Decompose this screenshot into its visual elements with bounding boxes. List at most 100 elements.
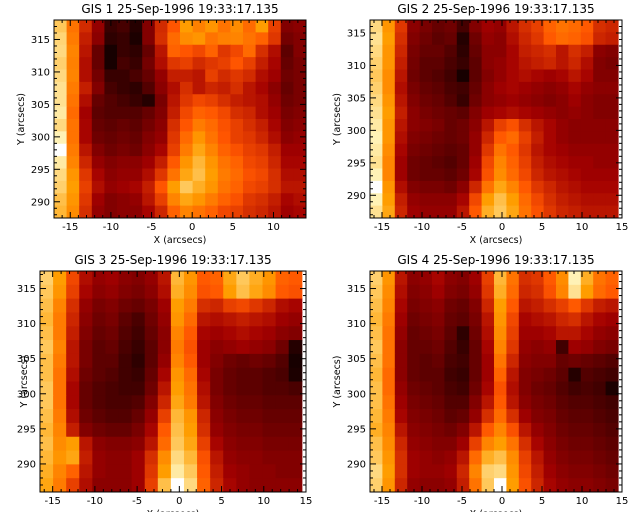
heatmap-cell bbox=[53, 381, 67, 396]
heatmap-cell bbox=[370, 298, 383, 314]
heatmap-cell bbox=[157, 381, 172, 396]
heatmap-cell bbox=[456, 143, 470, 157]
heatmap-cell bbox=[556, 395, 569, 410]
heatmap-cell bbox=[288, 395, 303, 410]
heatmap-cell bbox=[382, 205, 396, 218]
heatmap-cell bbox=[66, 395, 80, 410]
heatmap-cell bbox=[79, 326, 93, 341]
heatmap-cell bbox=[66, 271, 80, 286]
heatmap-cell bbox=[54, 193, 68, 207]
heatmap-cell bbox=[444, 119, 458, 132]
heatmap-cell bbox=[481, 32, 495, 46]
heatmap-cell bbox=[40, 409, 54, 424]
heatmap-cell bbox=[183, 312, 198, 327]
heatmap-cell bbox=[275, 284, 290, 300]
heatmap-cell bbox=[183, 409, 198, 424]
heatmap-cell bbox=[180, 193, 194, 207]
heatmap-cell bbox=[605, 271, 619, 286]
heatmap-cell bbox=[506, 20, 520, 33]
heatmap-cell bbox=[506, 298, 520, 314]
heatmap-cell bbox=[456, 44, 470, 58]
heatmap-cell bbox=[556, 312, 569, 327]
heatmap-cell bbox=[54, 143, 68, 157]
heatmap-cell bbox=[456, 271, 470, 286]
heatmap-cell bbox=[255, 106, 269, 120]
heatmap-cell bbox=[469, 340, 483, 355]
heatmap-cell bbox=[79, 57, 93, 71]
heatmap-cell bbox=[518, 478, 532, 492]
heatmap-cell bbox=[494, 464, 507, 479]
heatmap-cell bbox=[180, 119, 194, 132]
heatmap-cell bbox=[79, 464, 93, 479]
heatmap-cell bbox=[444, 409, 458, 424]
heatmap-cell bbox=[210, 381, 224, 396]
heatmap-cell bbox=[79, 450, 93, 465]
heatmap-cell bbox=[531, 450, 545, 465]
x-tick-label: 10 bbox=[257, 496, 270, 507]
heatmap-cell bbox=[91, 131, 105, 145]
heatmap-cell bbox=[249, 395, 264, 410]
heatmap-cell bbox=[531, 271, 545, 286]
heatmap-cell bbox=[494, 44, 507, 58]
heatmap-cell bbox=[92, 284, 107, 300]
heatmap-cell bbox=[494, 326, 507, 341]
heatmap-cell bbox=[142, 32, 156, 46]
heatmap-cell bbox=[53, 478, 67, 492]
heatmap-cell bbox=[154, 57, 168, 71]
x-axis-label: X (arcsecs) bbox=[470, 509, 523, 512]
heatmap-cell bbox=[605, 32, 619, 46]
heatmap-cell bbox=[142, 205, 156, 218]
heatmap-cell bbox=[40, 326, 54, 341]
heatmap-cell bbox=[432, 94, 445, 108]
heatmap-cell bbox=[580, 367, 594, 383]
heatmap-cell bbox=[394, 131, 408, 145]
heatmap-cell bbox=[518, 381, 532, 396]
heatmap-cell bbox=[118, 312, 133, 327]
y-axis-label: Y (arcsecs) bbox=[332, 356, 343, 409]
heatmap-cell bbox=[183, 450, 198, 465]
heatmap-cell bbox=[580, 436, 594, 452]
heatmap-cell bbox=[205, 94, 219, 108]
heatmap-cell bbox=[481, 326, 495, 341]
heatmap-cell bbox=[593, 156, 607, 170]
heatmap-cell bbox=[494, 381, 507, 396]
heatmap-cell bbox=[53, 353, 67, 369]
heatmap-cell bbox=[54, 20, 68, 33]
heatmap-cell bbox=[170, 436, 185, 452]
heatmap-cell bbox=[432, 57, 445, 71]
heatmap-cell bbox=[506, 119, 520, 132]
heatmap-cell bbox=[255, 193, 269, 207]
heatmap-cell bbox=[518, 326, 532, 341]
heatmap-cell bbox=[543, 284, 557, 300]
heatmap-cell bbox=[456, 409, 470, 424]
heatmap-cell bbox=[104, 156, 118, 170]
heatmap-cell bbox=[568, 180, 582, 194]
heatmap-cell bbox=[275, 381, 290, 396]
heatmap-cell bbox=[580, 94, 594, 108]
heatmap-cell bbox=[556, 381, 569, 396]
heatmap-cell bbox=[223, 395, 237, 410]
heatmap-cell bbox=[79, 436, 93, 452]
heatmap-cell bbox=[419, 69, 433, 83]
heatmap-cell bbox=[280, 81, 294, 95]
heatmap-cell bbox=[192, 81, 206, 95]
x-axis-label: X (arcsecs) bbox=[154, 235, 207, 246]
heatmap-cell bbox=[593, 69, 607, 83]
heatmap-cell bbox=[117, 156, 131, 170]
heatmap-cell bbox=[407, 119, 421, 132]
heatmap-cell bbox=[183, 422, 198, 438]
heatmap-cell bbox=[170, 395, 185, 410]
heatmap-cell bbox=[580, 143, 594, 157]
heatmap-cell bbox=[197, 464, 211, 479]
heatmap-cell bbox=[568, 106, 582, 120]
x-tick-label: -15 bbox=[374, 496, 390, 507]
heatmap-cell bbox=[92, 478, 107, 492]
heatmap-cell bbox=[53, 312, 67, 327]
heatmap-cell bbox=[531, 395, 545, 410]
heatmap-cell bbox=[183, 464, 198, 479]
x-axis-label: X (arcsecs) bbox=[470, 235, 523, 246]
heatmap-cell bbox=[370, 340, 383, 355]
heatmap-cell bbox=[481, 193, 495, 207]
heatmap-cell bbox=[230, 168, 244, 182]
heatmap-cell bbox=[205, 69, 219, 83]
